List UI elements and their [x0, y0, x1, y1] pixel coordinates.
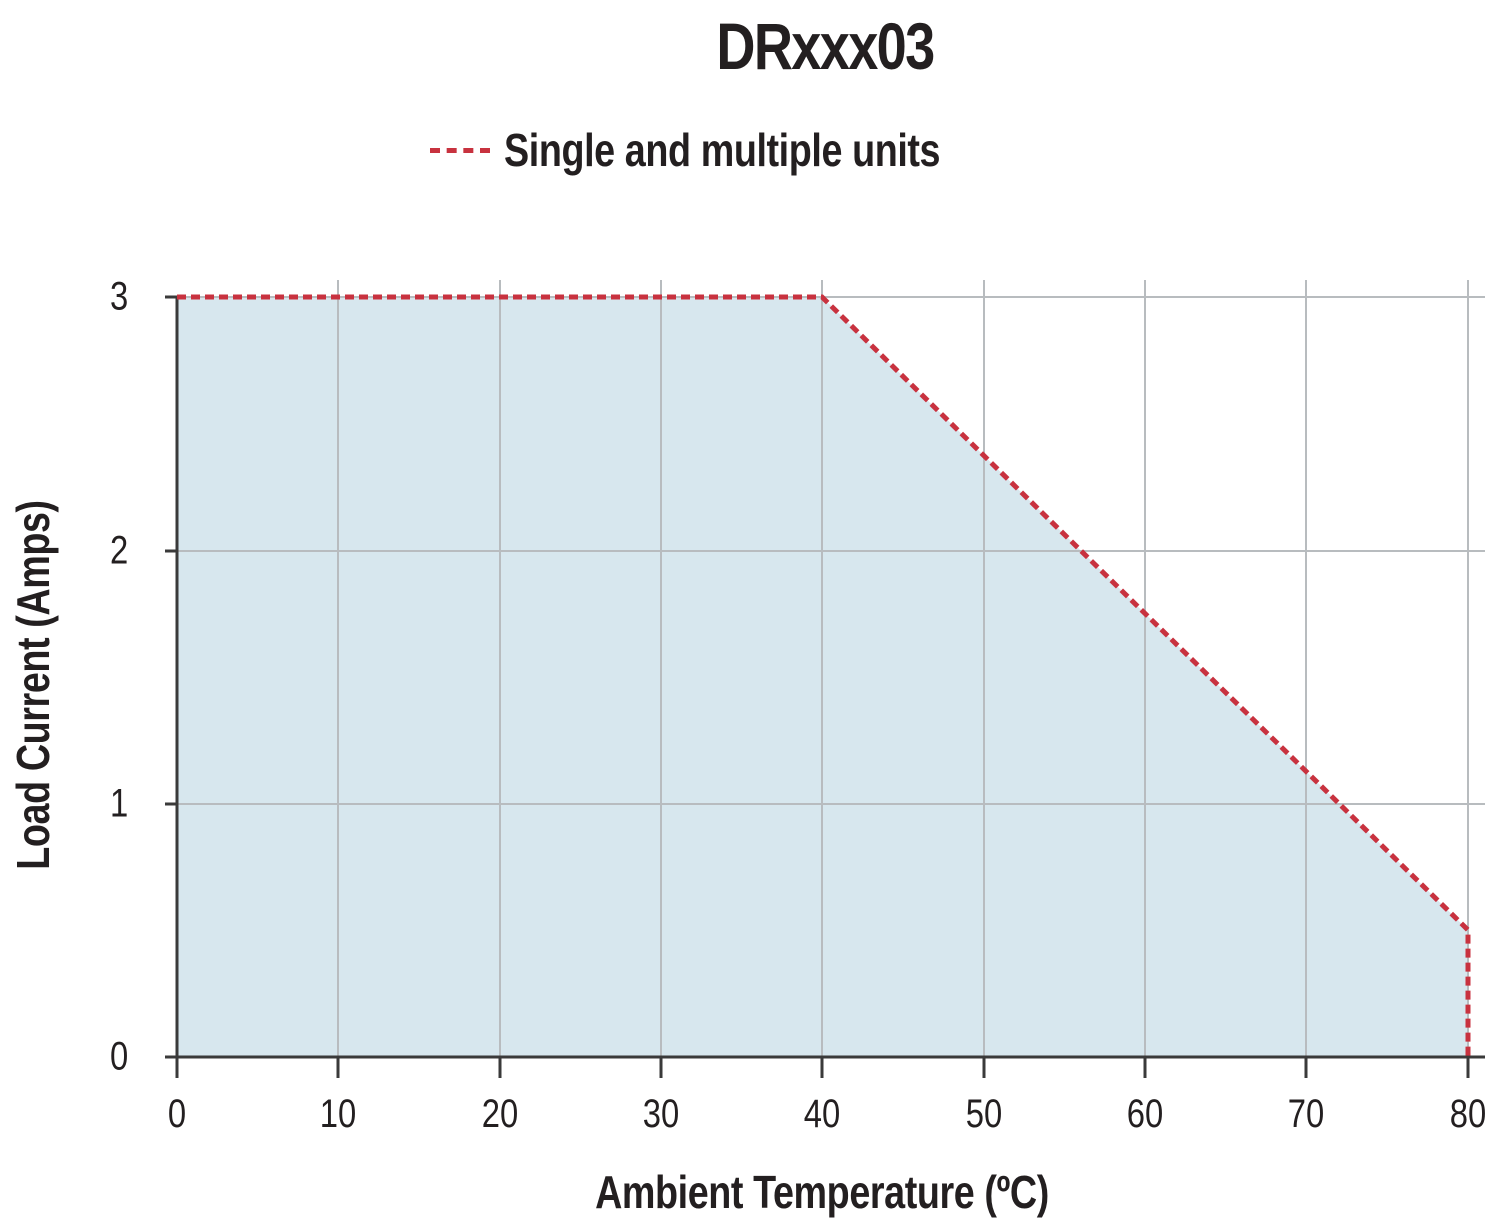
- legend: Single and multiple units: [430, 120, 1036, 180]
- x-tick-label: 10: [319, 1092, 357, 1136]
- y-tick-label: 2: [110, 528, 129, 573]
- x-tick-label: 70: [1287, 1092, 1325, 1136]
- x-tick-label: 40: [803, 1092, 841, 1136]
- y-tick-label: 3: [110, 274, 129, 319]
- x-tick-label: 80: [1449, 1092, 1487, 1136]
- x-tick-label: 50: [965, 1092, 1003, 1136]
- y-tick-label: 0: [110, 1034, 129, 1079]
- derating-curve: [177, 294, 1471, 1057]
- vertical-gridlines: [337, 280, 1469, 1057]
- x-tick-label: 30: [642, 1092, 680, 1136]
- y-tick-marks: [165, 295, 177, 806]
- chart-title: DRxxx03: [716, 9, 935, 83]
- x-tick-label: 60: [1126, 1092, 1164, 1136]
- y-tick-label: 1: [110, 781, 129, 826]
- legend-label: Single and multiple units: [504, 124, 941, 176]
- legend-dashed-line-icon: [430, 147, 490, 153]
- x-tick-label: 20: [481, 1092, 519, 1136]
- x-axis-label: Ambient Temperature (ºC): [595, 1166, 1049, 1218]
- axes: [165, 297, 1485, 1059]
- x-tick-marks: [175, 1057, 1470, 1078]
- x-tick-label: 0: [167, 1092, 187, 1136]
- y-axis-label: Load Current (Amps): [7, 500, 59, 870]
